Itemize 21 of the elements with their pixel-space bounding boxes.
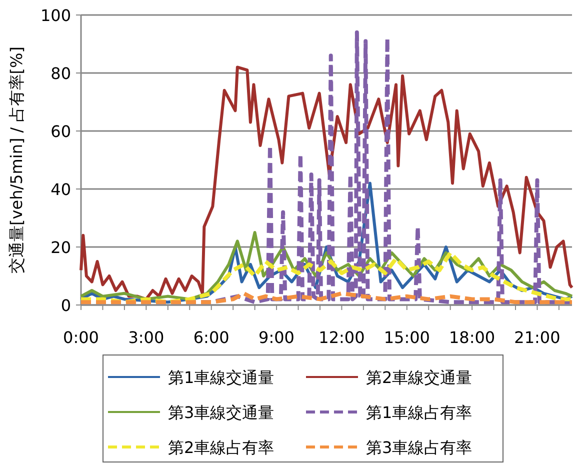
legend-label: 第1車線占有率 [366, 403, 472, 422]
legend-label: 第3車線交通量 [168, 403, 274, 422]
x-tick-label: 15:00 [384, 328, 430, 347]
x-tick-label: 9:00 [258, 328, 294, 347]
legend-label: 第2車線占有率 [168, 438, 274, 457]
y-tick-label: 40 [50, 180, 71, 199]
y-tick-label: 20 [50, 238, 71, 257]
y-tick-label: 0 [60, 296, 71, 315]
y-tick-label: 100 [40, 6, 71, 25]
legend-label: 第2車線交通量 [366, 368, 472, 387]
y-tick-label: 80 [50, 64, 71, 83]
x-tick-label: 6:00 [193, 328, 230, 347]
y-axis-title: 交通量[veh/5min] / 占有率[%] [7, 46, 26, 274]
legend-label: 第3車線占有率 [366, 438, 472, 457]
x-tick-label: 18:00 [449, 328, 496, 347]
y-tick-label: 60 [50, 122, 71, 141]
x-tick-label: 3:00 [128, 328, 164, 347]
x-tick-label: 0:00 [63, 328, 99, 347]
x-tick-label: 21:00 [514, 328, 560, 347]
legend-label: 第1車線交通量 [168, 368, 274, 387]
x-tick-label: 12:00 [318, 328, 365, 347]
